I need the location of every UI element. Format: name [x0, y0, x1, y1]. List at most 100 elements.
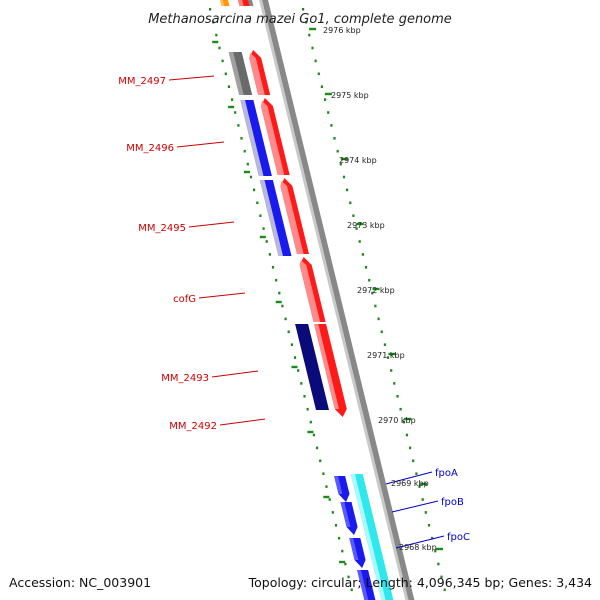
tick-mark	[333, 137, 336, 140]
tick-mark	[355, 227, 358, 230]
tick-mark	[249, 175, 253, 179]
tick-mark	[297, 369, 300, 372]
gene-top-orange-highlight	[220, 0, 225, 6]
gene-name: MM_2492	[169, 421, 217, 432]
leader-line	[198, 292, 246, 299]
gene-fpob-highlight	[340, 502, 351, 527]
gene-label-cofg[interactable]: cofG	[173, 292, 246, 305]
tick-mark	[218, 46, 221, 50]
gene-label-fpoc[interactable]: fpoC	[395, 532, 470, 549]
gene-fpo-cyan[interactable]	[350, 474, 394, 600]
tick-mark	[290, 343, 293, 346]
tick-mark	[316, 446, 319, 450]
gene-fpob[interactable]	[340, 502, 358, 535]
gene-label-mm-2492[interactable]: MM_2492	[169, 418, 266, 432]
gene-name: cofG	[173, 294, 196, 305]
leader-line	[168, 75, 215, 81]
gene-mm-2495-forward[interactable]	[280, 178, 309, 254]
gene-mm-2496-forward[interactable]	[260, 98, 290, 175]
tick-mark	[331, 511, 334, 514]
genome-backbone	[259, 0, 415, 600]
gene-fpod-highlight	[357, 570, 369, 600]
tick-mark	[302, 8, 305, 11]
gene-mm-2496-highlight	[240, 100, 264, 176]
tick-mark	[243, 149, 246, 153]
tick-mark	[311, 46, 314, 50]
gene-top-gray[interactable]	[248, 0, 254, 6]
tick-mark	[319, 459, 322, 463]
gene-mm-2495-forward-highlight	[280, 181, 304, 254]
tick-mark	[421, 498, 424, 501]
tick-mark	[221, 59, 224, 63]
tick-mark	[320, 85, 323, 88]
tick-mark	[237, 124, 240, 127]
gene-name: fpoA	[435, 468, 458, 479]
tick-mark	[418, 485, 421, 488]
gene-fpoc[interactable]	[349, 538, 366, 568]
gene-fpoc-highlight	[349, 538, 359, 560]
tick-mark	[380, 330, 383, 334]
tick-mark	[262, 227, 265, 230]
tick-mark	[336, 149, 339, 153]
tick-mark	[330, 124, 333, 127]
gene-mm-2492[interactable]	[314, 324, 347, 417]
tick-mark	[209, 8, 212, 11]
tick-mark	[358, 240, 361, 243]
gene-label-fpob[interactable]: fpoB	[391, 497, 464, 513]
tick-mark	[342, 175, 346, 179]
tick-mark	[325, 485, 328, 488]
tick-mark	[265, 240, 268, 243]
gene-mm-2493-body	[295, 324, 329, 410]
tick-mark	[412, 459, 415, 463]
inner-major-tick	[339, 560, 346, 564]
major-tick	[324, 92, 332, 96]
tick-mark	[309, 420, 312, 424]
scale-label: 2970 kbp	[378, 416, 416, 425]
tick-mark	[293, 356, 297, 359]
gene-label-mm-2495[interactable]: MM_2495	[138, 221, 235, 234]
gene-mm-2497[interactable]	[228, 52, 253, 95]
tick-mark	[328, 498, 331, 501]
gene-label-fpoa[interactable]: fpoA	[385, 468, 458, 485]
scale-label: 2975 kbp	[331, 91, 369, 100]
tick-mark	[350, 588, 353, 592]
gene-mm-2496[interactable]	[240, 100, 272, 176]
gene-top-orange[interactable]	[220, 0, 230, 6]
tick-mark	[377, 317, 380, 321]
gene-mm-2497-forward[interactable]	[249, 50, 271, 95]
inner-major-tick	[323, 495, 330, 499]
tick-mark	[405, 433, 408, 437]
scale-label: 2974 kbp	[339, 156, 377, 165]
gene-mm-2495[interactable]	[259, 180, 292, 256]
tick-mark	[443, 588, 446, 592]
gene-mm-2492-highlight	[314, 324, 339, 409]
gene-cofg-gap[interactable]	[279, 258, 308, 322]
tick-mark	[427, 524, 431, 527]
tick-mark	[300, 382, 303, 385]
gene-fpo-cyan-highlight	[350, 474, 386, 600]
gene-cofg[interactable]	[299, 257, 326, 322]
tick-mark	[322, 472, 325, 475]
major-tick	[340, 157, 348, 161]
tick-mark	[440, 575, 443, 579]
gene-name: MM_2495	[138, 223, 186, 234]
tick-mark	[231, 98, 234, 101]
gene-mm-2493[interactable]	[295, 324, 329, 410]
gene-label-mm-2497[interactable]: MM_2497	[118, 75, 215, 87]
tick-mark	[383, 343, 386, 346]
tick-mark	[227, 85, 230, 88]
tick-mark	[212, 20, 215, 24]
gene-top-red[interactable]	[238, 0, 252, 6]
tick-mark	[281, 304, 284, 308]
tick-mark	[256, 201, 259, 205]
leader-line	[211, 370, 259, 378]
gene-fpod[interactable]	[357, 570, 376, 600]
gene-top-gray-body	[248, 0, 254, 6]
gene-fpoa[interactable]	[334, 476, 350, 502]
gene-label-mm-2493[interactable]: MM_2493	[161, 370, 259, 384]
tick-mark	[234, 111, 237, 114]
tick-mark	[374, 304, 377, 308]
gene-label-mm-2496[interactable]: MM_2496	[126, 141, 225, 154]
